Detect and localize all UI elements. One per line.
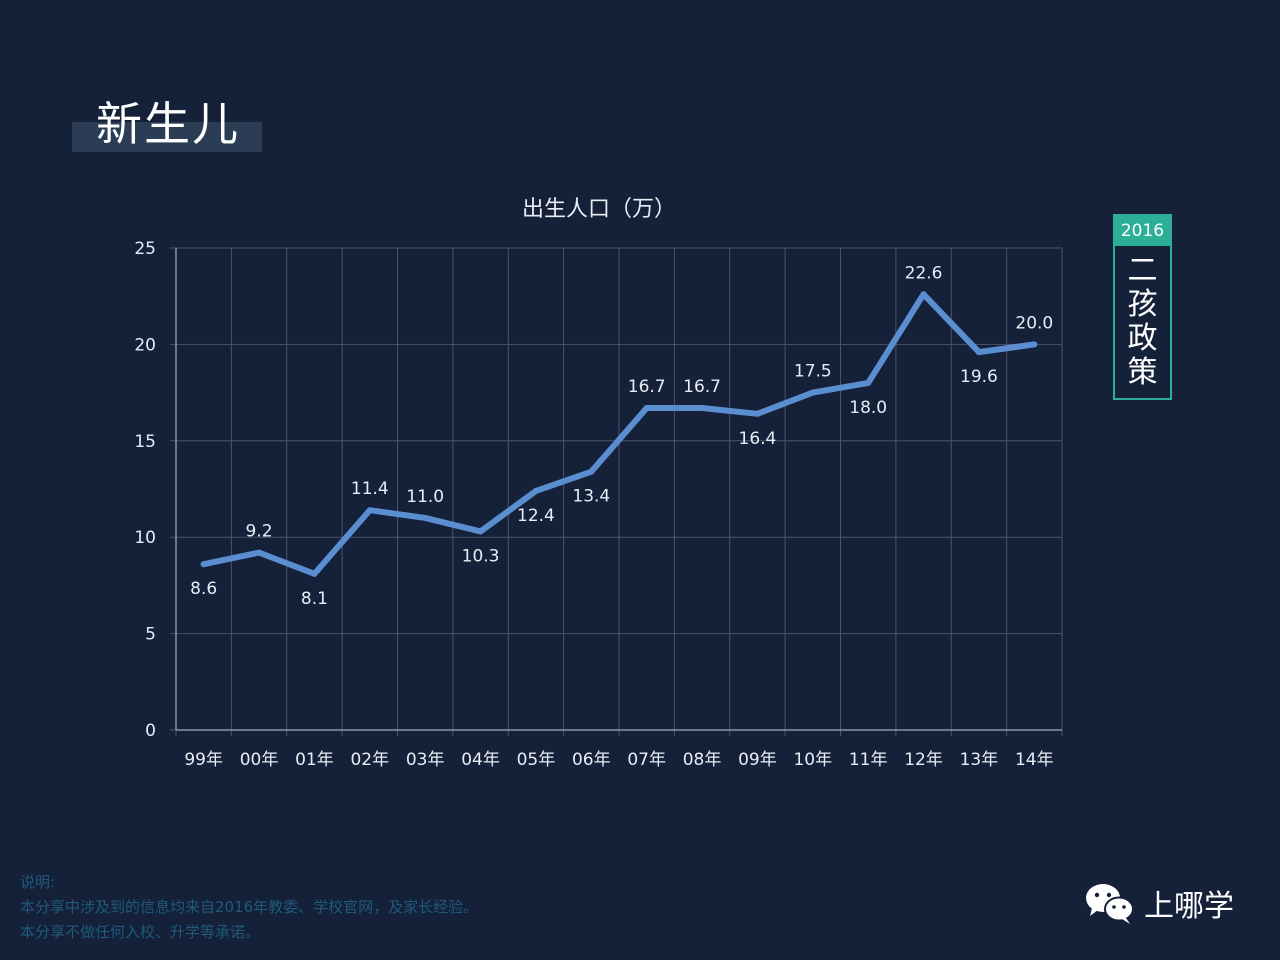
data-label: 11.0 (406, 487, 444, 507)
data-point (754, 410, 761, 417)
notes-block: 说明: 本分享中涉及到的信息均来自2016年教委、学校官网，及家长经验。 本分享… (20, 870, 478, 945)
title-underline-bar (72, 122, 262, 152)
data-point (532, 487, 539, 494)
x-tick-label: 02年 (350, 750, 389, 770)
y-tick-label: 20 (134, 335, 156, 355)
x-tick-label: 06年 (572, 750, 611, 770)
data-label: 20.0 (1015, 313, 1053, 333)
x-tick-label: 03年 (406, 750, 445, 770)
data-label: 11.4 (351, 479, 389, 499)
x-tick-label: 99年 (184, 750, 223, 770)
wechat-icon (1086, 884, 1134, 924)
data-point (1031, 341, 1038, 348)
data-label: 13.4 (572, 487, 610, 507)
data-point (920, 291, 927, 298)
data-point (366, 507, 373, 514)
data-label: 16.7 (683, 377, 721, 397)
policy-text: 二 孩 政 策 (1127, 253, 1158, 390)
data-label: 12.4 (517, 506, 555, 526)
data-label: 18.0 (849, 398, 887, 418)
brand-name: 上哪学 (1144, 889, 1234, 924)
data-point (311, 570, 318, 577)
data-label: 19.6 (960, 367, 998, 387)
x-tick-label: 04年 (461, 750, 500, 770)
data-point (477, 528, 484, 535)
x-tick-label: 09年 (738, 750, 777, 770)
data-label: 16.7 (628, 377, 666, 397)
data-point (422, 514, 429, 521)
series-line (200, 291, 1038, 577)
data-label: 22.6 (905, 263, 943, 283)
notes-line-1: 本分享中涉及到的信息均来自2016年教委、学校官网，及家长经验。 (20, 898, 479, 916)
data-label: 9.2 (246, 522, 273, 542)
data-point (865, 379, 872, 386)
y-tick-label: 25 (134, 239, 156, 259)
data-point (975, 349, 982, 356)
x-tick-label: 01年 (295, 750, 334, 770)
data-label: 17.5 (794, 362, 832, 382)
data-point (200, 561, 207, 568)
data-point (643, 405, 650, 412)
data-label: 16.4 (739, 429, 777, 449)
notes-line-2: 本分享不做任何入校、升学等承诺。 (20, 923, 261, 941)
x-tick-label: 13年 (960, 750, 999, 770)
x-tick-label: 12年 (904, 750, 943, 770)
policy-badge: 2016 二 孩 政 策 (1113, 214, 1172, 400)
y-tick-label: 0 (145, 721, 156, 741)
data-label: 8.6 (190, 579, 217, 599)
notes-heading: 说明: (20, 873, 56, 891)
page-title: 新生儿 (96, 97, 240, 151)
x-tick-label: 14年 (1015, 750, 1054, 770)
data-point (588, 468, 595, 475)
y-tick-label: 10 (134, 528, 156, 548)
policy-year-label: 2016 (1115, 216, 1170, 246)
data-point (256, 549, 263, 556)
x-tick-label: 08年 (683, 750, 722, 770)
x-tick-label: 00年 (240, 750, 279, 770)
brand-logo: 上哪学 (1084, 878, 1234, 928)
page-title-block: 新生儿 (72, 88, 372, 158)
data-label: 10.3 (462, 546, 500, 566)
chart-title: 出生人口（万） (522, 197, 676, 222)
x-tick-label: 07年 (627, 750, 666, 770)
data-point (809, 389, 816, 396)
data-point (699, 405, 706, 412)
x-tick-label: 05年 (517, 750, 556, 770)
y-tick-label: 5 (145, 625, 156, 645)
x-tick-label: 11年 (849, 750, 888, 770)
y-tick-label: 15 (134, 432, 156, 452)
data-label: 8.1 (301, 589, 328, 609)
x-tick-label: 10年 (793, 750, 832, 770)
